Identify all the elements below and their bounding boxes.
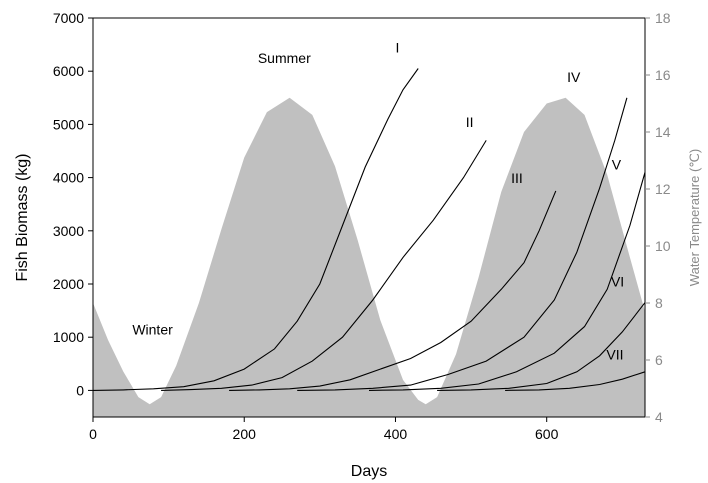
x-axis-title: Days <box>351 463 387 480</box>
series-label: I <box>395 40 399 56</box>
temperature-area <box>93 97 645 418</box>
series-line-1 <box>92 68 419 391</box>
plot-frame <box>92 17 646 418</box>
series-label: VII <box>606 347 623 363</box>
x-tick-label: 600 <box>535 426 559 442</box>
series-line-2 <box>161 140 487 391</box>
y2-axis-title: Water Temperature (℃) <box>687 149 702 286</box>
series-label: III <box>511 170 523 186</box>
temperature-layer <box>93 97 645 418</box>
series-line-4 <box>297 97 628 391</box>
y2-tick-label: 12 <box>655 181 671 197</box>
x-axis: 0 200 400 600 <box>89 417 559 442</box>
y2-tick-label: 18 <box>655 10 671 26</box>
season-annotation: Summer <box>258 50 311 66</box>
series-line-3 <box>229 190 557 391</box>
series-label: II <box>466 114 474 130</box>
x-tick-label: 400 <box>384 426 408 442</box>
y-tick-label: 5000 <box>53 116 84 132</box>
y-tick-label: 6000 <box>53 63 84 79</box>
series-line-5 <box>368 172 646 391</box>
y2-tick-label: 14 <box>655 124 671 140</box>
series-label: V <box>612 157 622 173</box>
y-tick-label: 4000 <box>53 170 84 186</box>
y2-tick-label: 16 <box>655 67 671 83</box>
biomass-series-layer <box>92 68 646 391</box>
x-tick-label: 200 <box>233 426 257 442</box>
y2-tick-label: 6 <box>655 352 663 368</box>
y-axis-left: 0 1000 2000 3000 4000 5000 6000 7000 <box>53 10 93 398</box>
y-tick-label: 2000 <box>53 276 84 292</box>
y-tick-label: 0 <box>76 382 84 398</box>
y2-tick-label: 10 <box>655 238 671 254</box>
series-line-6 <box>437 302 646 391</box>
y-axis-title: Fish Biomass (kg) <box>14 153 31 281</box>
season-annotation: Winter <box>132 322 173 338</box>
series-label: IV <box>567 69 581 85</box>
series-line-7 <box>505 371 646 391</box>
series-label: VI <box>611 274 624 290</box>
y-tick-label: 3000 <box>53 223 84 239</box>
y2-tick-label: 8 <box>655 295 663 311</box>
x-tick-label: 0 <box>89 426 97 442</box>
y2-tick-label: 4 <box>655 409 663 425</box>
y-tick-label: 1000 <box>53 329 84 345</box>
y-tick-label: 7000 <box>53 10 84 26</box>
y-axis-right: 4 6 8 10 12 14 16 18 <box>645 10 671 425</box>
